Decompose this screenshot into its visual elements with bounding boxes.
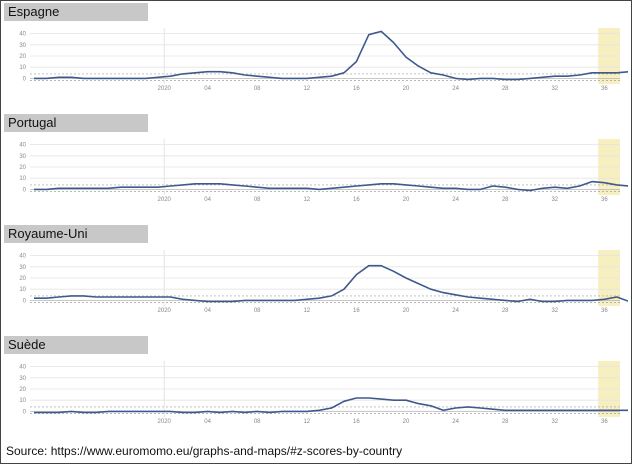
panel-title: Royaume-Uni — [4, 225, 148, 243]
y-tick-label: 20 — [19, 54, 26, 60]
x-tick-label: 36 — [601, 197, 608, 202]
chart-suede: 0 10 20 30 40 2020 04 08 12 16 20 24 28 32 36 — [19, 361, 628, 424]
x-tick-label: 12 — [303, 197, 310, 202]
series-line — [34, 180, 628, 192]
x-tick-label: 20 — [403, 308, 410, 313]
y-tick-label: 0 — [23, 298, 27, 304]
x-tick-label: 36 — [601, 308, 608, 313]
source-note: Source: https://www.euromomo.eu/graphs-a… — [6, 444, 403, 458]
y-tick-label: 0 — [23, 409, 27, 415]
x-tick-label: 24 — [452, 86, 459, 91]
x-tick-label: 28 — [502, 419, 509, 424]
x-tick-label: 36 — [601, 419, 608, 424]
x-tick-label: 12 — [303, 419, 310, 424]
y-tick-label: 10 — [19, 287, 26, 293]
y-tick-label: 40 — [19, 143, 26, 149]
x-tick-label: 24 — [452, 197, 459, 202]
x-tick-label: 2020 — [158, 86, 172, 91]
y-tick-label: 10 — [19, 398, 26, 404]
y-tick-label: 30 — [19, 154, 26, 160]
x-tick-label: 32 — [551, 197, 558, 202]
y-tick-label: 10 — [19, 65, 26, 71]
x-tick-label: 16 — [353, 197, 360, 202]
x-tick-label: 28 — [502, 86, 509, 91]
x-tick-label: 04 — [204, 308, 211, 313]
y-tick-label: 20 — [19, 276, 26, 282]
x-tick-label: 08 — [254, 86, 261, 91]
y-tick-label: 0 — [23, 76, 27, 82]
panel-portugal: Portugal 0 10 20 30 40 2020 04 08 12 16 20 24 28 32 36 — [4, 114, 628, 218]
x-tick-label: 16 — [353, 419, 360, 424]
y-tick-label: 10 — [19, 176, 26, 182]
y-tick-label: 40 — [19, 254, 26, 260]
x-tick-label: 32 — [551, 419, 558, 424]
series-line — [34, 397, 628, 414]
y-tick-label: 40 — [19, 365, 26, 371]
y-tick-label: 20 — [19, 387, 26, 393]
x-tick-label: 36 — [601, 86, 608, 91]
series-line — [34, 264, 628, 303]
x-tick-label: 04 — [204, 419, 211, 424]
panel-title: Espagne — [4, 3, 148, 21]
y-tick-label: 20 — [19, 165, 26, 171]
panel-title: Portugal — [4, 114, 148, 132]
x-tick-label: 32 — [551, 86, 558, 91]
x-tick-label: 24 — [452, 308, 459, 313]
panel-title: Suède — [4, 336, 148, 354]
x-tick-label: 24 — [452, 419, 459, 424]
x-tick-label: 28 — [502, 308, 509, 313]
x-tick-label: 20 — [403, 419, 410, 424]
y-tick-label: 0 — [23, 187, 27, 193]
x-tick-label: 2020 — [158, 308, 172, 313]
x-tick-label: 04 — [204, 86, 211, 91]
y-tick-label: 30 — [19, 265, 26, 271]
y-tick-label: 30 — [19, 43, 26, 49]
y-tick-label: 30 — [19, 376, 26, 382]
x-tick-label: 04 — [204, 197, 211, 202]
x-tick-label: 12 — [303, 86, 310, 91]
chart-royaume-uni: 0 10 20 30 40 2020 04 08 12 16 20 24 28 32 36 — [19, 250, 628, 313]
x-tick-label: 32 — [551, 308, 558, 313]
panel-royaume-uni: Royaume-Uni 0 10 20 30 40 2020 04 08 12 16 20 24 28 3… — [4, 225, 628, 329]
chart-portugal: 0 10 20 30 40 2020 04 08 12 16 20 24 28 32 36 — [19, 139, 628, 202]
x-tick-label: 20 — [403, 86, 410, 91]
x-tick-label: 28 — [502, 197, 509, 202]
x-tick-label: 2020 — [158, 197, 172, 202]
x-tick-label: 16 — [353, 308, 360, 313]
x-tick-label: 08 — [254, 197, 261, 202]
x-tick-label: 20 — [403, 197, 410, 202]
series-line — [34, 30, 628, 81]
y-tick-label: 40 — [19, 32, 26, 38]
panel-espagne: Espagne 0 10 20 30 40 2020 04 08 12 16 20 24 28 32 36 — [4, 3, 628, 107]
chart-espagne: 0 10 20 30 40 2020 04 08 12 16 20 24 28 32 36 — [19, 28, 628, 91]
x-tick-label: 2020 — [158, 419, 172, 424]
x-tick-label: 16 — [353, 86, 360, 91]
panel-suede: Suède 0 10 20 30 40 2020 04 08 12 16 20 24 28 32 36 — [4, 336, 628, 440]
x-tick-label: 08 — [254, 419, 261, 424]
x-tick-label: 08 — [254, 308, 261, 313]
x-tick-label: 12 — [303, 308, 310, 313]
